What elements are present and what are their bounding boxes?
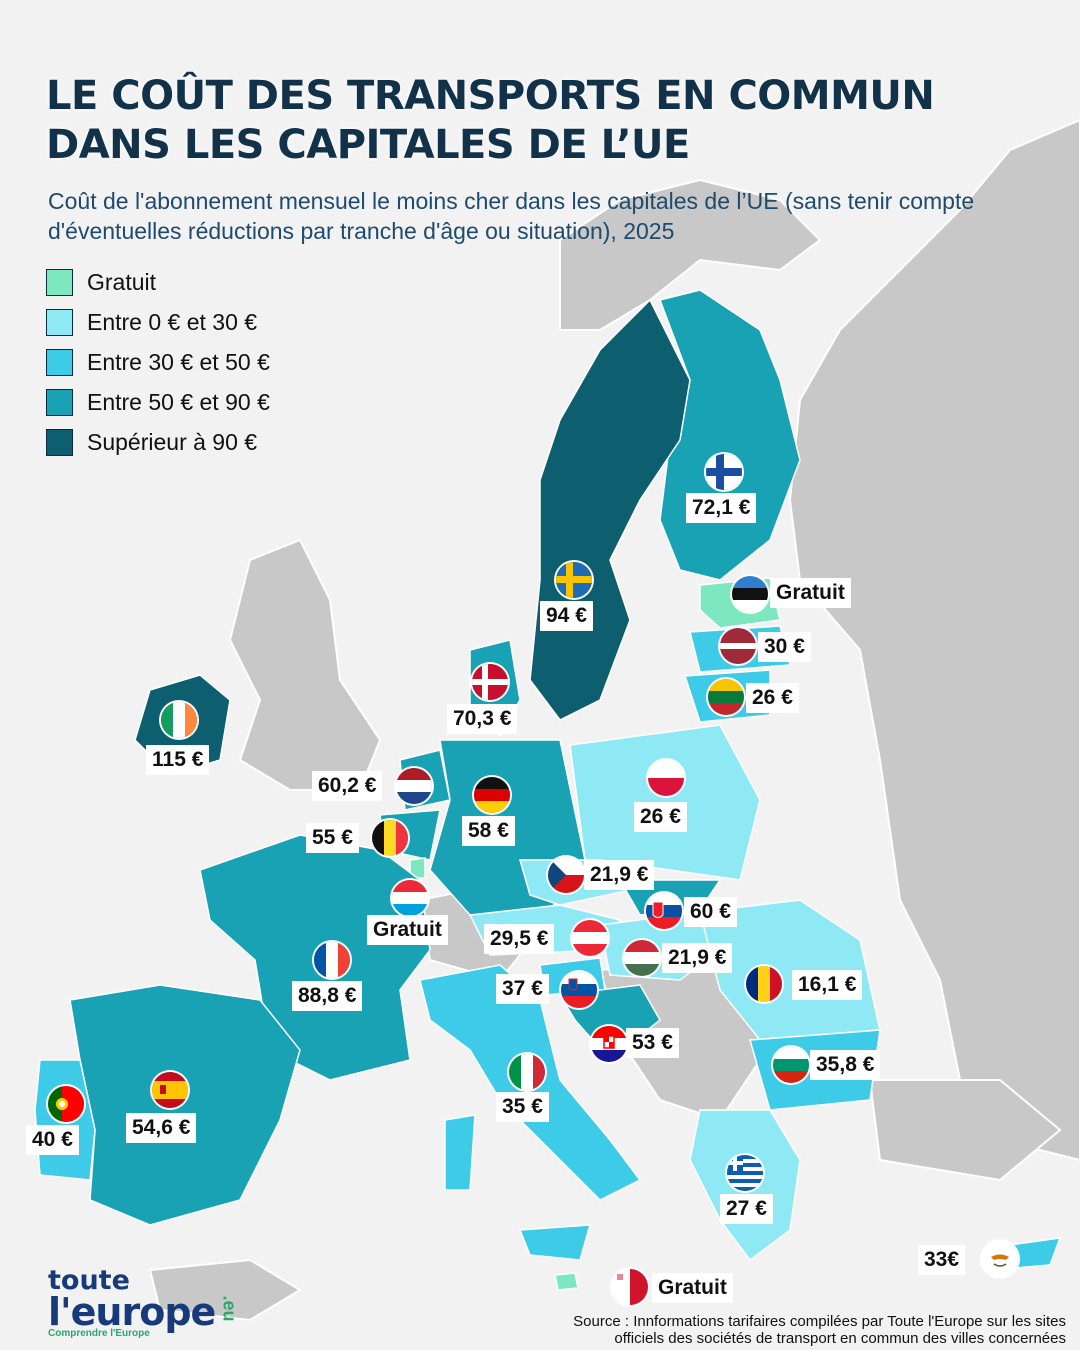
slovakia-flag-icon — [646, 893, 682, 929]
legend: Gratuit Entre 0 € et 30 € Entre 30 € et … — [46, 262, 270, 462]
title-line-2: DANS LES CAPITALES DE L’UE — [46, 122, 690, 168]
czechia-value: 21,9 € — [584, 860, 655, 890]
germany-flag-icon — [474, 777, 510, 813]
poland-value: 26 € — [634, 802, 687, 832]
legend-label: Entre 50 € et 90 € — [87, 388, 270, 415]
legend-label: Entre 0 € et 30 € — [87, 308, 258, 335]
legend-swatch — [46, 348, 73, 376]
sicily-shape — [518, 1224, 592, 1261]
title-line-1: LE COÛT DES TRANSPORTS EN COMMUN — [46, 73, 935, 119]
netherlands-value: 60,2 € — [312, 771, 383, 801]
legend-swatch — [46, 308, 73, 336]
ireland-value: 115 € — [146, 745, 210, 775]
malta-flag-icon — [612, 1269, 648, 1305]
source-line-2: officiels des sociétés de transport en c… — [614, 1330, 1066, 1347]
romania-flag-icon — [746, 966, 782, 1002]
italy-value: 35 € — [496, 1092, 549, 1122]
luxembourg-value: Gratuit — [367, 915, 448, 945]
logo-line-2: l'europe — [48, 1290, 216, 1334]
hungary-value: 21,9 € — [662, 943, 733, 973]
spain-flag-icon — [152, 1072, 188, 1108]
cyprus-flag-icon — [982, 1241, 1018, 1277]
toute-leurope-logo: toute l'europe Comprendre l'Europe .eu — [48, 1265, 248, 1340]
greece-flag-icon — [727, 1155, 763, 1191]
legend-item-50-90: Entre 50 € et 90 € — [46, 382, 270, 422]
ireland-flag-icon — [161, 702, 197, 738]
logo-tagline: Comprendre l'Europe — [48, 1328, 150, 1339]
page-title: LE COÛT DES TRANSPORTS EN COMMUN DANS LE… — [46, 72, 1046, 170]
italy-flag-icon — [509, 1054, 545, 1090]
subtitle: Coût de l'abonnement mensuel le moins ch… — [48, 188, 975, 244]
legend-swatch — [46, 428, 73, 456]
slovenia-flag-icon — [561, 972, 597, 1008]
estonia-flag-icon — [732, 576, 768, 612]
luxembourg-flag-icon — [392, 880, 428, 916]
legend-swatch — [46, 268, 73, 296]
belgium-value: 55 € — [306, 823, 359, 853]
portugal-value: 40 € — [26, 1125, 79, 1155]
denmark-value: 70,3 € — [447, 704, 518, 734]
sweden-flag-icon — [556, 562, 592, 598]
lithuania-value: 26 € — [746, 683, 799, 713]
spain-shape — [69, 984, 301, 1226]
non-eu-land — [148, 118, 1080, 1322]
legend-item-0-30: Entre 0 € et 30 € — [46, 302, 270, 342]
sweden-value: 94 € — [540, 601, 593, 631]
finland-value: 72,1 € — [686, 493, 757, 523]
croatia-value: 53 € — [626, 1028, 679, 1058]
estonia-value: Gratuit — [770, 578, 851, 608]
legend-item-30-50: Entre 30 € et 50 € — [46, 342, 270, 382]
netherlands-flag-icon — [396, 768, 432, 804]
slovenia-value: 37 € — [496, 974, 549, 1004]
germany-value: 58 € — [462, 816, 515, 846]
france-flag-icon — [314, 942, 350, 978]
hungary-flag-icon — [624, 940, 660, 976]
denmark-flag-icon — [472, 664, 508, 700]
legend-label: Entre 30 € et 50 € — [87, 348, 270, 375]
czechia-flag-icon — [548, 857, 584, 893]
bulgaria-flag-icon — [773, 1047, 809, 1083]
eu-countries — [34, 289, 1062, 1291]
cyprus-shape — [1009, 1237, 1062, 1269]
romania-value: 16,1 € — [792, 970, 863, 1000]
spain-value: 54,6 € — [126, 1113, 197, 1143]
legend-item-over-90: Supérieur à 90 € — [46, 422, 270, 462]
austria-flag-icon — [572, 920, 608, 956]
belgium-flag-icon — [372, 820, 408, 856]
legend-label: Gratuit — [87, 268, 157, 295]
lithuania-flag-icon — [708, 679, 744, 715]
logo-line-1: toute — [48, 1265, 130, 1296]
france-value: 88,8 € — [292, 981, 363, 1011]
finland-flag-icon — [706, 454, 742, 490]
portugal-flag-icon — [48, 1086, 84, 1122]
greece-value: 27 € — [720, 1194, 773, 1224]
sardinia-shape — [444, 1114, 476, 1191]
slovakia-value: 60 € — [684, 897, 737, 927]
malta-shape — [554, 1272, 579, 1291]
latvia-flag-icon — [720, 628, 756, 664]
logo-suffix: .eu — [219, 1295, 240, 1322]
legend-item-free: Gratuit — [46, 262, 270, 302]
poland-flag-icon — [648, 760, 684, 796]
malta-value: Gratuit — [652, 1273, 733, 1303]
croatia-flag-icon — [591, 1026, 627, 1062]
austria-value: 29,5 € — [484, 924, 555, 954]
latvia-value: 30 € — [758, 632, 811, 662]
legend-label: Supérieur à 90 € — [87, 428, 258, 455]
cyprus-value: 33€ — [918, 1245, 966, 1275]
source-note: Source : Innformations tarifaires compil… — [446, 1313, 1066, 1347]
bulgaria-value: 35,8 € — [810, 1050, 881, 1080]
source-line-1: Source : Innformations tarifaires compil… — [573, 1313, 1066, 1330]
legend-swatch — [46, 388, 73, 416]
